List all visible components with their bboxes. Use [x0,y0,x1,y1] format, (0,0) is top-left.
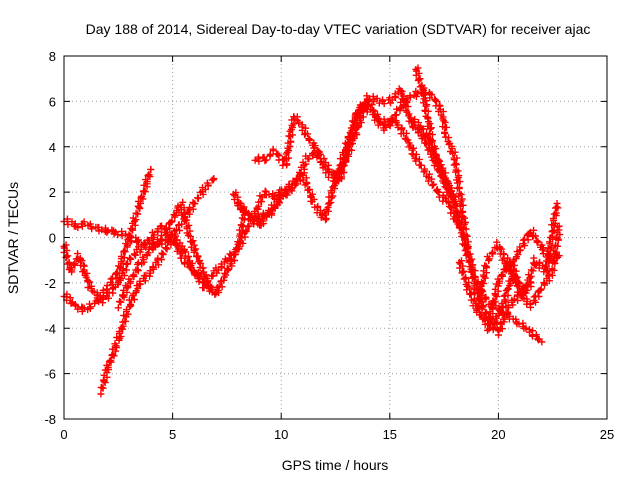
series-markers [455,199,562,333]
series-markers [408,115,546,346]
y-tick-label: 4 [49,140,56,155]
y-tick-label: -8 [44,412,56,427]
y-tick-label: -2 [44,276,56,291]
y-tick-label: 0 [49,231,56,246]
chart-title: Day 188 of 2014, Sidereal Day-to-day VTE… [86,21,591,37]
x-tick-label: 20 [491,427,505,442]
x-tick-label: 10 [274,427,288,442]
series-track-5 [114,198,248,312]
y-tick-label: 8 [49,49,56,64]
x-tick-label: 15 [383,427,397,442]
x-tick-label: 0 [60,427,67,442]
y-tick-label: 2 [49,185,56,200]
series-track-4 [97,232,220,398]
series-markers [484,222,564,334]
y-tick-label: -4 [44,321,56,336]
series-track-10 [408,115,546,346]
y-tick-label: 6 [49,94,56,109]
series-track-11 [455,199,562,333]
ticks [63,55,608,420]
x-tick-label: 5 [169,427,176,442]
series-markers [114,198,248,312]
series-markers [97,232,220,398]
x-tick-label: 25 [600,427,614,442]
tick-labels: 0 5 10 15 20 25 -8 -6 -4 -2 0 2 4 6 8 [44,49,614,442]
x-axis-label: GPS time / hours [282,457,389,473]
y-tick-label: -6 [44,367,56,382]
y-axis-label: SDTVAR / TECUs [5,182,21,294]
series-track-13 [484,222,564,334]
